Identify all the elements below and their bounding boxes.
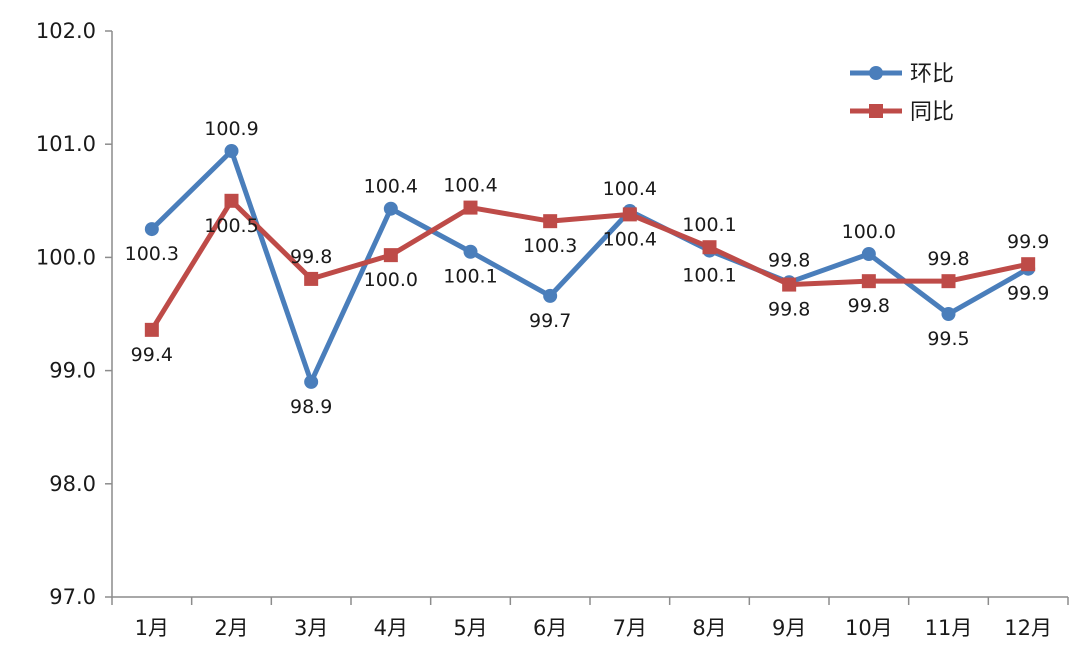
- series-0-point: [463, 244, 478, 259]
- legend-label: 同比: [910, 100, 954, 125]
- series-0-point: [224, 143, 239, 158]
- series-1-point: [782, 277, 797, 292]
- data-label: 100.9: [204, 118, 258, 140]
- series-1-point: [144, 322, 159, 337]
- series-1-point: [383, 248, 398, 263]
- data-label: 100.4: [603, 228, 657, 250]
- data-label: 100.0: [364, 269, 418, 291]
- series-1-point: [702, 240, 717, 255]
- series-0-point: [144, 222, 159, 237]
- data-label: 99.8: [290, 246, 332, 268]
- x-tick-label: 6月: [533, 616, 567, 640]
- x-tick-label: 5月: [453, 616, 487, 640]
- x-tick-label: 9月: [772, 616, 806, 640]
- data-label: 99.4: [131, 344, 173, 366]
- x-tick-label: 11月: [925, 616, 973, 640]
- data-label: 100.1: [682, 214, 736, 236]
- x-tick-label: 12月: [1004, 616, 1052, 640]
- y-tick-label: 97.0: [49, 585, 96, 609]
- data-label: 99.7: [529, 310, 571, 332]
- data-label: 99.9: [1007, 231, 1049, 253]
- series-0-point: [383, 201, 398, 216]
- y-tick-label: 100.0: [36, 245, 96, 269]
- legend-label: 环比: [910, 62, 954, 87]
- series-1-point: [304, 271, 319, 286]
- y-tick-label: 99.0: [49, 359, 96, 383]
- legend-marker: [869, 66, 883, 80]
- series-0-point: [861, 247, 876, 262]
- y-tick-label: 101.0: [36, 132, 96, 156]
- data-label: 99.8: [927, 248, 969, 270]
- data-label: 100.4: [603, 178, 657, 200]
- series-1-point: [543, 214, 558, 229]
- data-label: 99.8: [768, 299, 810, 321]
- series-1-point: [941, 274, 956, 289]
- x-tick-label: 10月: [845, 616, 893, 640]
- data-label: 98.9: [290, 396, 332, 418]
- series-1-point: [622, 207, 637, 222]
- x-tick-label: 1月: [135, 616, 169, 640]
- data-label: 100.1: [682, 265, 736, 287]
- series-1-point: [861, 274, 876, 289]
- y-tick-label: 102.0: [36, 19, 96, 43]
- series-line-0: [150, 148, 1030, 385]
- data-label: 100.3: [523, 235, 577, 257]
- x-tick-label: 2月: [214, 616, 248, 640]
- data-label: 99.8: [848, 295, 890, 317]
- series-0-point: [941, 307, 956, 321]
- series-line-1: [149, 198, 1029, 332]
- data-label: 100.0: [842, 221, 896, 243]
- series-0-point: [304, 374, 319, 389]
- data-label: 100.4: [443, 175, 497, 197]
- data-label: 100.1: [443, 266, 497, 288]
- series-1-point: [1021, 257, 1036, 272]
- legend-marker: [869, 104, 883, 118]
- data-label: 99.5: [927, 328, 969, 350]
- x-tick-label: 3月: [294, 616, 328, 640]
- data-label: 99.9: [1007, 283, 1049, 305]
- data-label: 100.3: [125, 243, 179, 265]
- y-tick-label: 98.0: [49, 472, 96, 496]
- x-tick-label: 7月: [613, 616, 647, 640]
- x-tick-label: 8月: [692, 616, 726, 640]
- series-1-point: [224, 193, 239, 208]
- series-0-point: [543, 288, 558, 303]
- x-tick-label: 4月: [374, 616, 408, 640]
- data-label: 100.4: [364, 176, 418, 198]
- data-label: 99.8: [768, 249, 810, 271]
- series-1-point: [463, 200, 478, 215]
- data-label: 100.5: [204, 215, 258, 237]
